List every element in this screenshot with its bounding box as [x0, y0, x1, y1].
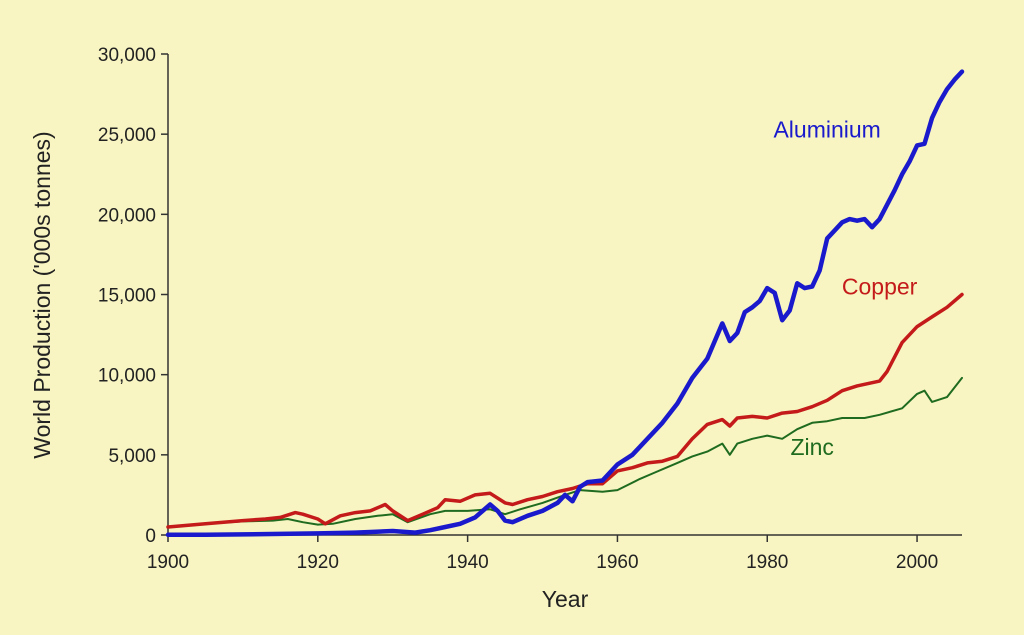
y-tick-label: 20,000: [98, 205, 156, 226]
y-tick-label: 0: [145, 526, 156, 547]
series-line-aluminium: [165, 69, 965, 538]
x-tick-label: 1940: [446, 552, 488, 573]
series-labels: Aluminium Copper Zinc: [773, 116, 917, 459]
axes: 0 5,000 10,000 15,000 20,000 25,000 30,000 190…: [98, 45, 962, 573]
x-axis-title: Year: [542, 586, 589, 612]
x-ticks: 1900 1920 1940 1960 1980 2000: [147, 535, 938, 573]
y-tick-label: 15,000: [98, 286, 156, 307]
x-tick-label: 1980: [746, 552, 788, 573]
y-axis-title: World Production ('000s tonnes): [29, 131, 55, 458]
y-tick-label: 25,000: [98, 125, 156, 146]
series-line-copper: [166, 292, 964, 529]
y-tick-label: 10,000: [98, 366, 156, 387]
x-tick-label: 1920: [297, 552, 339, 573]
series-lines: [165, 69, 965, 538]
x-tick-label: 1900: [147, 552, 189, 573]
series-label-zinc: Zinc: [790, 434, 833, 460]
x-tick-label: 1960: [596, 552, 638, 573]
x-tick-label: 2000: [896, 552, 938, 573]
y-ticks: 0 5,000 10,000 15,000 20,000 25,000 30,000: [98, 45, 168, 547]
y-tick-label: 30,000: [98, 45, 156, 66]
y-tick-label: 5,000: [108, 446, 156, 467]
series-label-aluminium: Aluminium: [773, 116, 880, 142]
series-line-zinc: [167, 376, 963, 529]
series-label-copper: Copper: [842, 274, 918, 300]
